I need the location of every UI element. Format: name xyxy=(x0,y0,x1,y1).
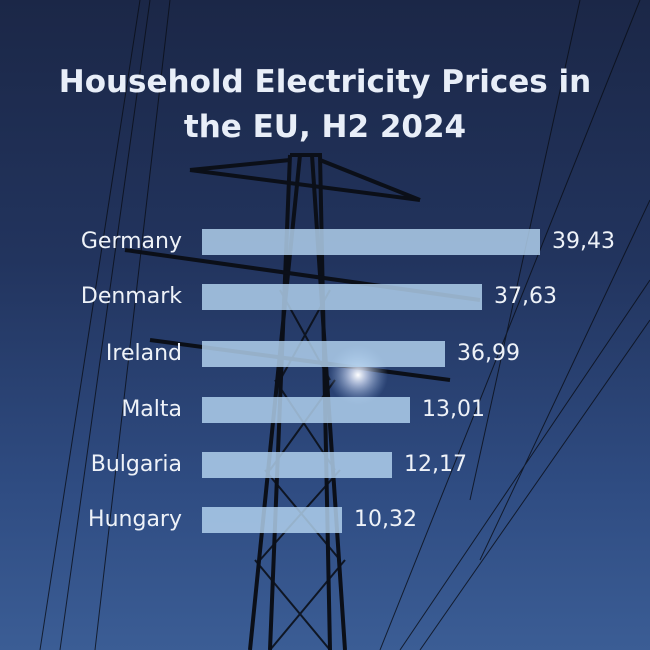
value-label-ireland: 36,99 xyxy=(457,341,520,366)
category-label-ireland: Ireland xyxy=(105,341,182,366)
category-label-hungary: Hungary xyxy=(88,507,182,532)
bar-hungary xyxy=(202,507,342,533)
category-label-denmark: Denmark xyxy=(80,284,182,309)
value-label-germany: 39,43 xyxy=(552,229,615,254)
chart-title: Household Electricity Prices in the EU, … xyxy=(0,60,650,150)
value-label-bulgaria: 12,17 xyxy=(404,452,467,477)
bar-denmark xyxy=(202,284,482,310)
bar-ireland xyxy=(202,341,445,367)
value-label-malta: 13,01 xyxy=(422,397,485,422)
value-label-hungary: 10,32 xyxy=(354,507,417,532)
chart-title-line-1: Household Electricity Prices in xyxy=(58,64,592,100)
chart-title-line-2: the EU, H2 2024 xyxy=(183,109,467,145)
bar-bulgaria xyxy=(202,452,392,478)
bar-malta xyxy=(202,397,410,423)
bar-germany xyxy=(202,229,540,255)
category-label-malta: Malta xyxy=(121,397,182,422)
value-label-denmark: 37,63 xyxy=(494,284,557,309)
category-label-germany: Germany xyxy=(80,229,182,254)
category-label-bulgaria: Bulgaria xyxy=(90,452,182,477)
